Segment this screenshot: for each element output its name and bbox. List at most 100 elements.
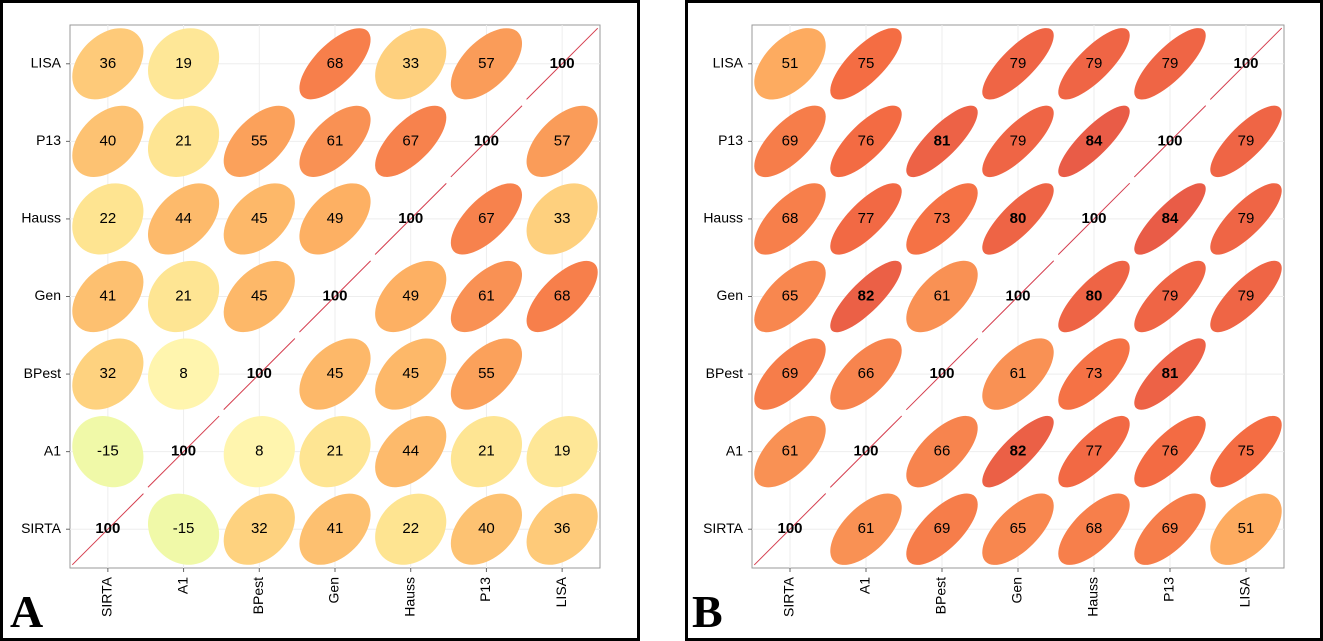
cell-ellipse xyxy=(982,183,1054,255)
cell-ellipse xyxy=(147,28,220,100)
cell-value: 100 xyxy=(929,365,954,382)
cell-value: 69 xyxy=(1162,520,1179,537)
cell-value: 84 xyxy=(1162,210,1179,227)
cell-ellipse xyxy=(299,105,371,177)
cell-line xyxy=(829,415,903,488)
cell-ellipse xyxy=(72,183,144,255)
cell-value: 69 xyxy=(782,365,799,382)
cell-value: 45 xyxy=(251,287,268,304)
cell-ellipse xyxy=(830,260,902,333)
cell-ellipse xyxy=(1210,415,1282,488)
cell-ellipse xyxy=(526,105,598,177)
y-tick-label: BPest xyxy=(24,365,61,381)
cell-value: 61 xyxy=(782,443,799,460)
cell-ellipse xyxy=(375,338,447,410)
cell-value: 75 xyxy=(858,55,875,72)
cell-value: 8 xyxy=(255,443,263,460)
cell-ellipse xyxy=(1058,28,1130,100)
x-tick-label: A1 xyxy=(174,577,190,594)
cell-ellipse xyxy=(526,416,598,488)
cell-value: 67 xyxy=(478,210,495,227)
cell-ellipse xyxy=(72,105,144,177)
cell-value: 67 xyxy=(402,132,419,149)
cell-ellipse xyxy=(1058,338,1130,410)
cell-value: 32 xyxy=(100,365,117,382)
cell-line xyxy=(526,27,599,100)
cell-ellipse xyxy=(299,493,371,565)
cell-ellipse xyxy=(450,28,523,100)
cell-value: 81 xyxy=(1162,365,1179,382)
cell-value: 19 xyxy=(554,443,571,460)
cell-line xyxy=(981,260,1055,333)
cell-line xyxy=(71,493,144,566)
cell-value: 8 xyxy=(179,365,187,382)
cell-value: 41 xyxy=(100,287,117,304)
cell-ellipse xyxy=(754,260,826,333)
cell-value: 22 xyxy=(402,520,419,537)
cell-value: 100 xyxy=(1233,55,1258,72)
cell-value: 68 xyxy=(327,55,344,72)
cell-ellipse xyxy=(906,260,978,333)
cell-value: 40 xyxy=(100,132,117,149)
cell-value: 80 xyxy=(1010,210,1027,227)
cell-line xyxy=(147,415,220,488)
x-tick-label: SIRTA xyxy=(99,576,115,617)
cell-value: 61 xyxy=(327,132,344,149)
cell-ellipse xyxy=(982,415,1054,488)
cell-ellipse xyxy=(906,105,978,178)
cell-value: 100 xyxy=(95,520,120,537)
cell-value: 49 xyxy=(402,287,419,304)
cell-value: 66 xyxy=(858,365,875,382)
cell-value: 51 xyxy=(1238,520,1255,537)
x-tick-label: LISA xyxy=(1237,576,1253,607)
cell-ellipse xyxy=(223,260,295,333)
cell-line xyxy=(753,493,827,566)
cell-ellipse xyxy=(72,28,144,100)
panel-letter: B xyxy=(692,586,723,637)
cell-ellipse xyxy=(1210,183,1282,255)
panel-frame xyxy=(685,0,1323,641)
cell-ellipse xyxy=(830,28,902,100)
x-tick-label: SIRTA xyxy=(781,576,797,617)
cell-value: 41 xyxy=(327,520,344,537)
cell-line xyxy=(374,182,447,255)
cell-value: 57 xyxy=(478,55,495,72)
cell-ellipse xyxy=(754,105,826,178)
cell-value: 66 xyxy=(934,443,951,460)
cell-value: 61 xyxy=(478,287,495,304)
cell-value: 100 xyxy=(1157,132,1182,149)
cell-line xyxy=(1057,182,1131,256)
cell-ellipse xyxy=(72,416,144,488)
cell-ellipse xyxy=(450,260,523,333)
cell-ellipse xyxy=(1134,415,1206,488)
cell-ellipse xyxy=(299,183,371,255)
cell-value: 73 xyxy=(934,210,951,227)
cell-value: 22 xyxy=(100,210,117,227)
cell-value: 68 xyxy=(554,287,571,304)
panel-frame xyxy=(0,0,640,641)
cell-value: 61 xyxy=(858,520,875,537)
cell-ellipse xyxy=(754,28,826,100)
cell-value: 21 xyxy=(175,132,192,149)
cell-ellipse xyxy=(450,416,523,488)
cell-value: 82 xyxy=(1010,443,1027,460)
cell-value: 61 xyxy=(1010,365,1027,382)
cell-ellipse xyxy=(754,183,826,255)
cell-value: 45 xyxy=(327,365,344,382)
cell-ellipse xyxy=(147,105,220,177)
cell-value: 45 xyxy=(402,365,419,382)
cell-ellipse xyxy=(223,183,295,255)
cell-value: 69 xyxy=(934,520,951,537)
x-tick-label: Gen xyxy=(326,577,342,603)
x-tick-label: BPest xyxy=(250,577,266,614)
y-tick-label: P13 xyxy=(36,132,61,148)
y-tick-label: P13 xyxy=(718,132,743,148)
y-tick-label: Hauss xyxy=(703,210,743,226)
cell-value: 79 xyxy=(1238,210,1255,227)
cell-ellipse xyxy=(830,493,902,565)
cell-value: -15 xyxy=(97,443,119,460)
cell-ellipse xyxy=(526,493,598,565)
cell-ellipse xyxy=(450,493,523,565)
cell-value: 79 xyxy=(1086,55,1103,72)
cell-value: 79 xyxy=(1162,55,1179,72)
